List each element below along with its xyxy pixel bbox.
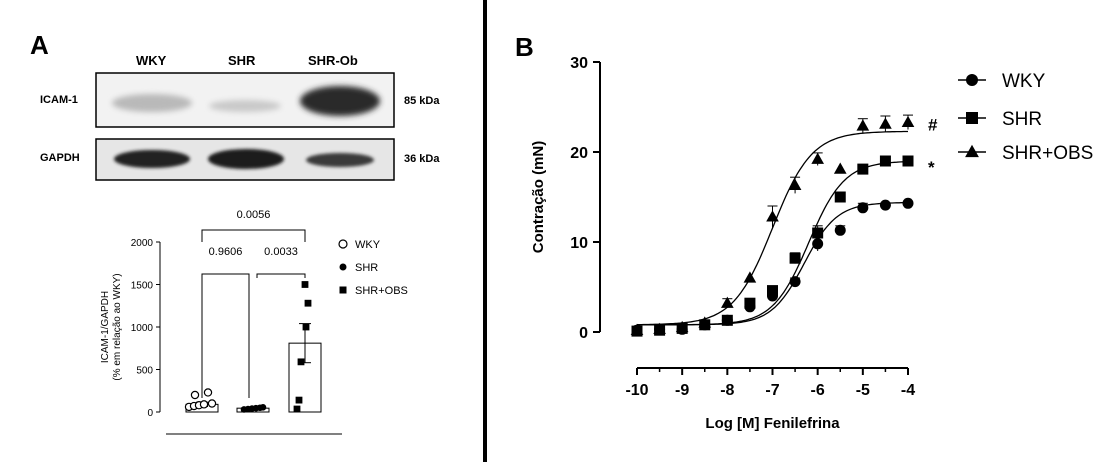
chart-a-pvalue-label: 0.9606: [209, 246, 243, 258]
chart-b-point-wky: [879, 199, 891, 211]
chart-b-point-shr: [744, 297, 756, 309]
chart-a-point-wky: [190, 390, 200, 400]
chart-b-x-tick-label: -5: [856, 382, 870, 399]
chart-b-x-tick-label: -9: [675, 382, 689, 399]
chart-b-legend-marker: [966, 74, 978, 86]
kda-icam1: 85 kDa: [404, 95, 440, 107]
chart-b-y-tick-label: 10: [570, 235, 588, 252]
chart-b-y-label: Contração (mN): [530, 141, 547, 254]
chart-b-x-tick-label: -8: [720, 382, 734, 399]
lane-label-shr: SHR: [228, 53, 256, 68]
chart-a-point-wky: [199, 400, 209, 409]
band-gapdh-shr: [208, 149, 284, 169]
panel-divider: [483, 0, 487, 462]
chart-a-point-shr-obs: [302, 323, 310, 331]
blot-label-icam1: ICAM-1: [40, 94, 78, 106]
kda-gapdh: 36 kDa: [404, 153, 440, 165]
chart-b-y-tick-label: 0: [579, 325, 588, 342]
chart-b-point-shr-obs: [856, 119, 870, 131]
chart-a-y-tick-label: 500: [136, 366, 153, 377]
chart-a-point-shr-obs: [295, 396, 303, 404]
band-icam1-shr: [209, 100, 281, 112]
chart-b-significance-shr-obs: #: [928, 115, 938, 134]
chart-b-y-tick-label: 20: [570, 145, 588, 162]
chart-b-point-shr-obs: [811, 152, 824, 164]
chart-b-x-tick-label: -4: [901, 382, 915, 399]
chart-b-legend-marker: [966, 112, 978, 124]
chart-b-point-shr-obs: [766, 210, 779, 222]
chart-a-legend-marker: [338, 239, 348, 249]
chart-a-legend-label: WKY: [355, 239, 381, 251]
chart-b-point-shr: [857, 163, 869, 175]
chart-a-point-shr-obs: [293, 405, 301, 413]
chart-a-y-tick-label: 2000: [131, 238, 154, 249]
chart-b-point-shr-obs: [901, 115, 915, 127]
chart-b-point-shr-obs: [630, 323, 644, 335]
chart-a-point-shr: [259, 404, 267, 411]
chart-b-legend-label: SHR: [1002, 109, 1042, 130]
chart-a-legend-marker: [339, 286, 347, 294]
blot-bands-gapdh: [114, 149, 374, 169]
chart-a-point-shr-obs: [301, 281, 309, 288]
lane-label-wky: WKY: [136, 53, 167, 68]
chart-b-point-shr: [789, 252, 801, 264]
chart-a-comparison-bracket: [256, 273, 306, 278]
chart-b-legend-label: WKY: [1002, 71, 1046, 92]
chart-a-legend-label: SHR: [355, 262, 378, 274]
chart-a-point-wky: [203, 388, 213, 397]
chart-a-comparison-bracket: [201, 229, 306, 242]
chart-a-y-tick-label: 1500: [131, 281, 154, 292]
chart-b-x-tick-label: -7: [765, 382, 779, 399]
chart-a-y-label: (% em relação ao WKY): [112, 273, 123, 380]
band-gapdh-shr-ob: [306, 153, 374, 167]
chart-a-comparison-bracket: [201, 273, 250, 398]
chart-a-pvalue-label: 0.0033: [264, 246, 298, 258]
chart-b-y-tick-label: 30: [570, 55, 588, 72]
chart-a-legend-label: SHR+OBS: [355, 285, 408, 297]
chart-b-point-shr-obs: [833, 162, 847, 174]
chart-a-y-tick-label: 1000: [131, 323, 154, 334]
panel-b-letter: B: [515, 32, 534, 62]
chart-b-point-wky: [834, 224, 846, 236]
panel-a-letter: A: [30, 30, 49, 60]
chart-b-point-wky: [902, 197, 914, 209]
chart-a-y-tick-label: 0: [147, 408, 153, 419]
chart-a-y-label: ICAM-1/GAPDH: [100, 291, 111, 363]
chart-b-significance-shr: *: [928, 158, 935, 177]
band-gapdh-wky: [114, 150, 190, 168]
chart-b-point-shr-obs: [721, 296, 734, 308]
chart-b-point-shr: [721, 314, 733, 326]
chart-a-point-shr-obs: [297, 358, 305, 366]
chart-b-point-shr-obs: [743, 271, 757, 283]
band-icam1-wky: [112, 94, 192, 112]
chart-b-point-shr: [812, 227, 824, 239]
chart-b-x-tick-label: -10: [625, 382, 648, 399]
blot-label-gapdh: GAPDH: [40, 152, 80, 164]
band-icam1-shr-ob: [300, 86, 380, 116]
chart-b-x-label: Log [M] Fenilefrina: [705, 415, 840, 432]
chart-b-point-shr-obs: [653, 322, 666, 334]
blot-bands-icam1: [112, 86, 380, 116]
chart-b-point-shr: [879, 155, 891, 167]
chart-b-point-wky: [812, 238, 824, 250]
chart-b-x-tick-label: -6: [811, 382, 825, 399]
chart-b-point-shr-obs: [879, 117, 892, 129]
chart-a-pvalue-label: 0.0056: [237, 209, 271, 221]
chart-b-point-shr-obs: [698, 316, 712, 328]
chart-b-point-shr-obs: [675, 320, 689, 333]
chart-b-point-wky: [789, 276, 801, 288]
chart-b-point-shr: [834, 191, 846, 203]
chart-b-point-shr: [767, 285, 778, 297]
chart-a-point-wky: [207, 399, 217, 408]
chart-b-legend-label: SHR+OBS: [1002, 143, 1093, 164]
chart-b-point-wky: [857, 202, 869, 214]
chart-a-legend-marker: [339, 263, 347, 271]
chart-a-point-shr-obs: [304, 299, 312, 307]
chart-b-point-shr: [902, 155, 914, 167]
chart-b-legend-marker: [965, 144, 979, 158]
chart-b-point-shr-obs: [788, 178, 802, 190]
lane-label-shr-ob: SHR-Ob: [308, 53, 358, 68]
